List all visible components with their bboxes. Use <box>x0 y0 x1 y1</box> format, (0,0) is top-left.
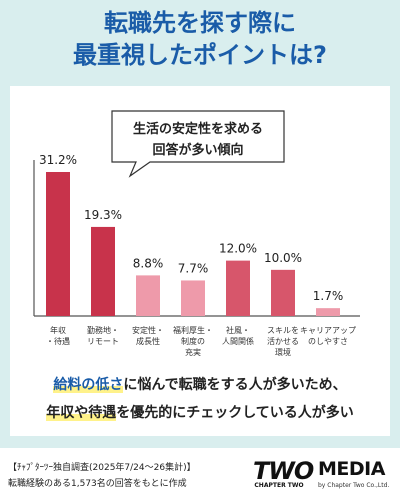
data-label: 8.8% <box>133 256 164 270</box>
logo-media-text: MEDIA <box>318 458 385 480</box>
category-label: 年収 ・待遇 <box>28 325 88 347</box>
data-label: 19.3% <box>84 208 122 222</box>
category-label-line: 人間関係 <box>222 337 254 346</box>
category-label-line: 勤務地・ <box>87 326 119 335</box>
logo-media-subtext: by Chapter Two Co.,Ltd. <box>318 482 390 489</box>
category-label-line: 環境 <box>275 348 291 357</box>
source-detail: 転職経験のある1,573名の回答をもとに作成 <box>8 479 187 489</box>
logo-two-text: TWO <box>253 457 314 485</box>
callout-line1: 生活の安定性を求める <box>132 122 263 137</box>
category-label-line: 成長性 <box>136 337 160 346</box>
logo-two-subtext: CHAPTER TWO <box>254 482 304 489</box>
media-logo: MEDIA by Chapter Two Co.,Ltd. <box>318 458 396 490</box>
source-note: 【ﾁｬﾌﾟﾀｰﾂｰ独自調査(2025年7/24～26集計)】 <box>8 463 196 473</box>
category-label-line: リモート <box>87 337 119 346</box>
summary-highlight1: 給料の低さ <box>53 377 124 393</box>
category-label-line: 充実 <box>185 348 201 357</box>
category-label-line: 福利厚生・ <box>173 326 213 335</box>
callout-bubble <box>111 110 285 178</box>
footer: 【ﾁｬﾌﾟﾀｰﾂｰ独自調査(2025年7/24～26集計)】 転職経験のある1,… <box>0 448 400 500</box>
category-label: スキルを活かせる環境 <box>253 325 313 358</box>
category-label: 社風・ 人間関係 <box>208 325 268 347</box>
category-label: 勤務地・ リモート <box>73 325 133 347</box>
bar-chart: 31.2% 19.3% 8.8% 7.7% 12.0% 10.0% 1.7% <box>33 110 360 317</box>
category-label-line: 年収 <box>50 326 66 335</box>
data-label: 7.7% <box>178 261 209 275</box>
bar <box>91 226 115 316</box>
summary-line1: 給料の低さに悩んで転職をする人が多いため、 <box>0 375 400 395</box>
summary-text2: を優先的にチェックしている人が多い <box>116 405 354 421</box>
summary-line2: 年収や待遇を優先的にチェックしている人が多い <box>0 403 400 423</box>
bar <box>271 269 295 316</box>
data-label: 10.0% <box>264 251 302 265</box>
category-label-line: のしやすさ <box>308 337 348 346</box>
category-label: キャリアアップ のしやすさ <box>298 325 358 347</box>
summary-highlight2: 年収や待遇 <box>46 405 117 421</box>
bar <box>136 275 160 316</box>
page-title-line2: 最重視したポイントは? <box>73 41 327 69</box>
bar <box>46 172 70 316</box>
category-label-line: ・待遇 <box>46 337 70 346</box>
category-label-line: 活かせる <box>267 337 299 346</box>
bar <box>181 280 205 316</box>
page-title-line1: 転職先を探す際に <box>104 9 296 37</box>
category-label-line: 制度の <box>181 337 205 346</box>
callout: 生活の安定性を求める 回答が多い傾向 <box>112 111 284 171</box>
category-label: 安定性・ 成長性 <box>118 325 178 347</box>
data-label: 12.0% <box>219 242 257 256</box>
category-label-line: 社風・ <box>226 326 250 335</box>
category-label: 福利厚生・制度の充実 <box>163 325 223 358</box>
data-label: 31.2% <box>39 153 77 167</box>
category-label-line: スキルを <box>267 326 299 335</box>
callout-line2: 回答が多い傾向 <box>152 143 244 158</box>
category-label-line: 安定性・ <box>132 326 164 335</box>
chapter-two-logo: TWO CHAPTER TWO <box>253 457 314 490</box>
category-label-line: キャリアアップ <box>300 326 356 335</box>
bar <box>226 260 250 316</box>
summary-text1: に悩んで転職をする人が多いため、 <box>123 377 347 393</box>
data-label: 1.7% <box>313 289 344 303</box>
bar <box>316 308 340 316</box>
